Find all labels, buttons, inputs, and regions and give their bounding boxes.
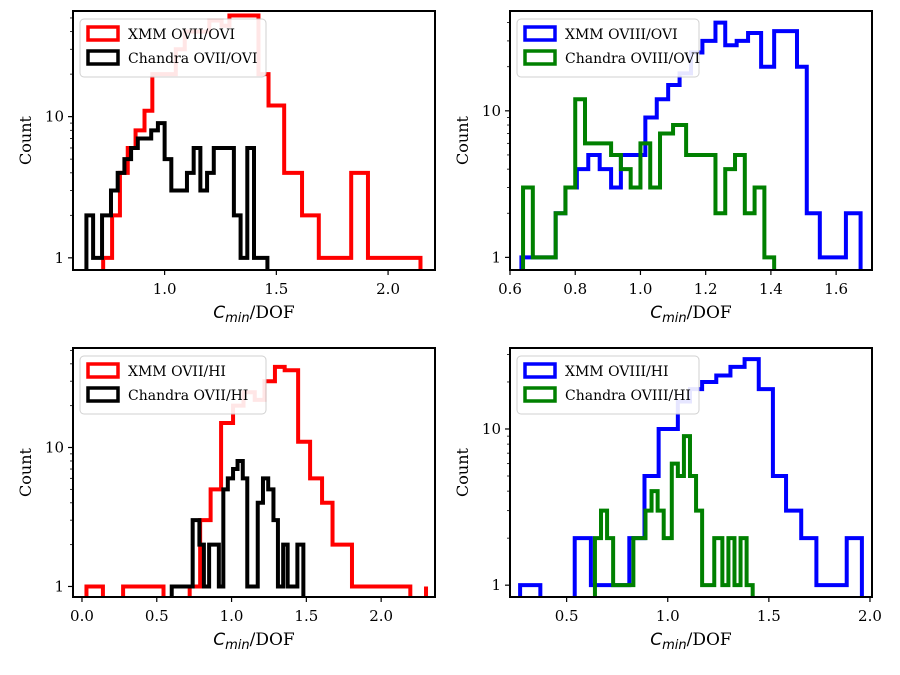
x-tick-label: 0.0: [70, 607, 94, 625]
x-tick-label: 1.5: [264, 280, 288, 298]
histogram-xmm-oviii-hi: [518, 357, 864, 597]
x-tick-label: 1.0: [220, 607, 244, 625]
x-tick-label: 1.5: [294, 607, 318, 625]
legend: XMM OVIII/HI Chandra OVIII/HI: [516, 355, 700, 415]
legend: XMM OVIII/OVI Chandra OVIII/OVI: [516, 18, 700, 78]
x-axis-label: Cmin/DOF: [650, 630, 732, 653]
legend-swatch: [523, 25, 557, 42]
panel-2: 0.6 0.8 1.0 1.2 1.4 1.6 1 10 Count Cmin/DOF XMM OV…: [453, 10, 873, 326]
y-tick-label: 1: [491, 576, 501, 594]
axes-frame: [509, 10, 873, 271]
y-axis-label: Count: [453, 447, 472, 496]
histogram-chandra-oviii-ovi: [521, 97, 777, 270]
x-tick-label: 0.5: [555, 607, 579, 625]
x-tick-label: 2.0: [369, 607, 393, 625]
y-tick-label: 10: [45, 108, 64, 126]
x-tick-label: 0.8: [563, 280, 587, 298]
legend-swatch: [86, 362, 120, 379]
legend-box: [516, 18, 700, 78]
y-axis-label: Count: [16, 115, 35, 164]
y-tick-label: 1: [491, 248, 501, 266]
legend-label: XMM OVIII/OVI: [565, 27, 678, 43]
legend-label: XMM OVIII/HI: [565, 364, 668, 380]
x-tick-label: 2.0: [858, 607, 882, 625]
legend-swatch: [523, 386, 557, 403]
legend-label: Chandra OVII/HI: [128, 388, 248, 404]
y-tick-label: 10: [482, 420, 501, 438]
x-tick-label: 1.0: [153, 280, 177, 298]
legend-label: Chandra OVIII/OVI: [565, 51, 700, 67]
x-tick-label: 2.0: [376, 280, 400, 298]
panel-3: 0.0 0.5 1.0 1.5 2.0 1 10 Count Cmin/DOF XMM OVII/…: [16, 347, 436, 653]
x-axis-label: Cmin/DOF: [213, 303, 295, 326]
histogram-chandra-ovii-hi: [169, 458, 306, 597]
x-axis-label: Cmin/DOF: [213, 630, 295, 653]
y-tick-label: 10: [45, 439, 64, 457]
legend-label: Chandra OVII/OVI: [128, 51, 258, 67]
legend-swatch: [86, 386, 120, 403]
y-axis-label: Count: [16, 447, 35, 496]
legend-swatch: [86, 25, 120, 42]
legend-box: [79, 18, 267, 78]
x-tick-label: 1.6: [824, 280, 848, 298]
legend-label: XMM OVII/OVI: [128, 27, 235, 43]
legend-swatch: [523, 49, 557, 66]
legend-label: Chandra OVIII/HI: [565, 388, 691, 404]
axes-frame: [72, 10, 436, 271]
histogram-chandra-ovii-ovi: [84, 121, 270, 270]
x-tick-label: 0.6: [498, 280, 522, 298]
x-tick-label: 0.5: [145, 607, 169, 625]
x-axis-label: Cmin/DOF: [650, 303, 732, 326]
histogram-chandra-oviii-hi: [592, 434, 755, 597]
plot-area: [518, 357, 864, 597]
legend-swatch: [523, 362, 557, 379]
x-tick-label: 1.4: [759, 280, 783, 298]
x-tick-label: 1.0: [656, 607, 680, 625]
y-tick-label: 1: [54, 577, 64, 595]
legend-label: XMM OVII/HI: [128, 364, 226, 380]
legend-swatch: [86, 49, 120, 66]
legend: XMM OVII/OVI Chandra OVII/OVI: [79, 18, 267, 78]
axes-frame: [509, 347, 873, 598]
panel-1: 1.0 1.5 2.0 1 10 Count Cmin/DOF XMM OVII/OVI Cha…: [16, 10, 436, 326]
y-axis-label: Count: [453, 115, 472, 164]
x-tick-label: 1.5: [757, 607, 781, 625]
y-tick-label: 1: [54, 249, 64, 267]
legend-box: [516, 355, 700, 415]
legend: XMM OVII/HI Chandra OVII/HI: [79, 355, 267, 415]
axes-frame: [72, 347, 436, 598]
y-tick-label: 10: [482, 102, 501, 120]
legend-box: [79, 355, 267, 415]
x-tick-label: 1.0: [629, 280, 653, 298]
panel-4: 0.5 1.0 1.5 2.0 1 10 Count Cmin/DOF XMM OVIII/HI…: [453, 347, 882, 653]
x-tick-label: 1.2: [694, 280, 718, 298]
